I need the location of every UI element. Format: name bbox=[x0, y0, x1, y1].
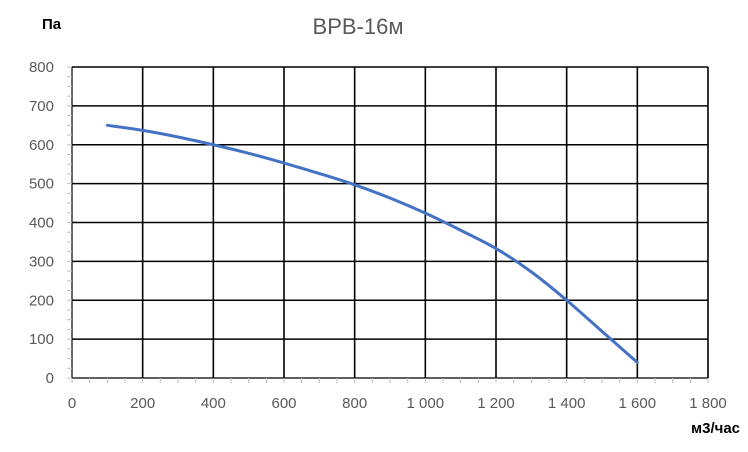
x-tick-label: 800 bbox=[342, 395, 367, 412]
y-tick-label: 0 bbox=[46, 370, 54, 387]
series-point bbox=[636, 361, 639, 364]
x-tick-label: 1 200 bbox=[477, 395, 515, 412]
x-axis-label: м3/час bbox=[691, 420, 740, 437]
y-tick-label: 400 bbox=[29, 215, 54, 232]
series-point bbox=[601, 330, 604, 333]
x-tick-label: 1 600 bbox=[619, 395, 657, 412]
x-tick-label: 600 bbox=[271, 395, 296, 412]
y-tick-label: 500 bbox=[29, 176, 54, 193]
y-tick-label: 200 bbox=[29, 292, 54, 309]
series-line bbox=[105, 123, 639, 364]
series-point bbox=[353, 183, 356, 186]
minor-ticks bbox=[67, 66, 709, 383]
x-tick-label: 1 000 bbox=[407, 395, 445, 412]
series-point bbox=[177, 135, 180, 138]
x-tick-label: 1 400 bbox=[548, 395, 586, 412]
series-point bbox=[565, 299, 568, 302]
y-tick-label: 600 bbox=[29, 137, 54, 154]
y-axis-label: Па bbox=[42, 16, 62, 33]
series-point bbox=[389, 197, 392, 200]
y-tick-label: 800 bbox=[29, 59, 54, 76]
x-tick-label: 0 bbox=[68, 395, 76, 412]
y-tick-labels: 0 100 200 300 400 500 600 700 800 bbox=[29, 59, 54, 387]
x-tick-label: 1 800 bbox=[689, 395, 727, 412]
series-point bbox=[318, 172, 321, 175]
series-point bbox=[141, 129, 144, 132]
series-point bbox=[283, 162, 286, 165]
y-tick-label: 100 bbox=[29, 331, 54, 348]
series-group bbox=[105, 123, 639, 364]
series-point bbox=[247, 152, 250, 155]
x-tick-labels: 0 200 400 600 800 1 000 1 200 1 400 1 600 1 800 bbox=[68, 395, 727, 412]
chart-title: ВРВ-16м bbox=[312, 14, 404, 39]
series-point bbox=[212, 143, 215, 146]
series-point bbox=[530, 270, 533, 273]
series-point bbox=[459, 229, 462, 232]
grid-lines bbox=[71, 66, 709, 379]
series-point bbox=[424, 212, 427, 215]
y-tick-label: 300 bbox=[29, 253, 54, 270]
series-point bbox=[495, 247, 498, 250]
y-tick-label: 700 bbox=[29, 98, 54, 115]
series-point bbox=[106, 124, 109, 127]
x-tick-label: 400 bbox=[201, 395, 226, 412]
x-tick-label: 200 bbox=[130, 395, 155, 412]
